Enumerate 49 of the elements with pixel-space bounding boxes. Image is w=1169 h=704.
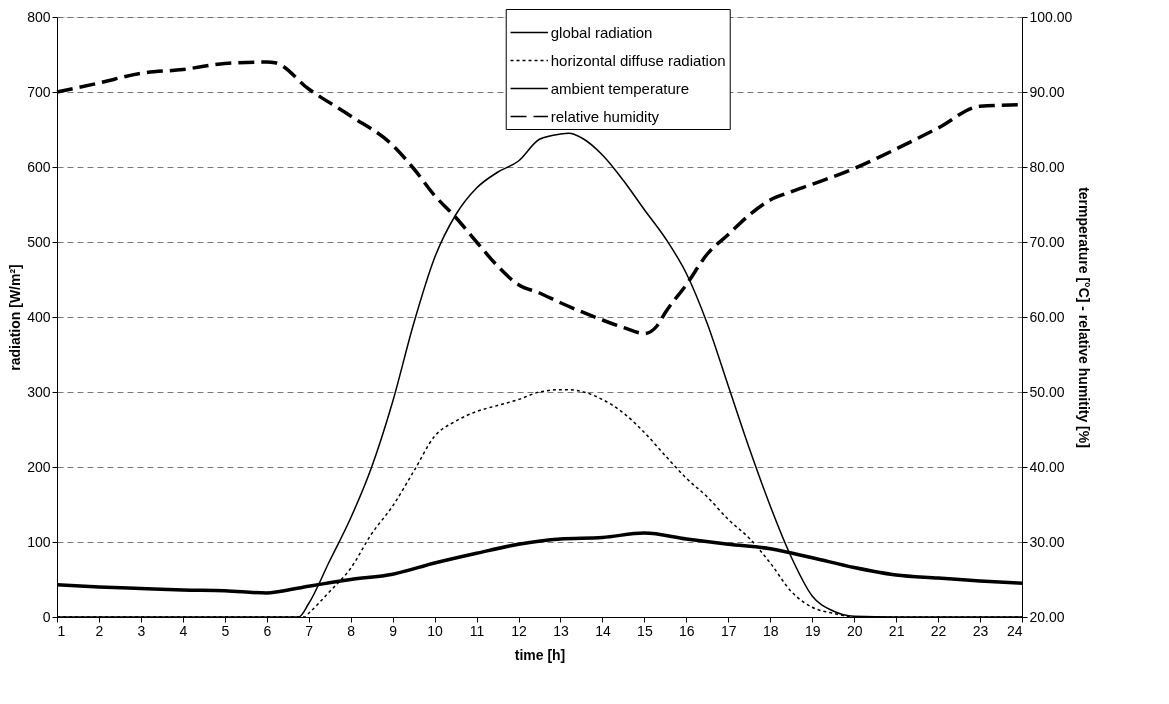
x-tick-label: 3 (137, 622, 146, 639)
x-tick-label: 14 (595, 622, 611, 639)
x-tick-label: 10 (427, 622, 444, 639)
x-tick-label: 16 (679, 622, 695, 639)
y2-tick-label: 70.00 (1029, 233, 1065, 250)
x-tick-label: 23 (972, 622, 989, 639)
x-tick-label: 22 (930, 622, 947, 639)
x-tick-label: 11 (469, 622, 485, 639)
legend-label: relative humidity (550, 107, 660, 125)
y-tick-label: 400 (27, 308, 51, 325)
y-tick-label: 500 (27, 233, 51, 250)
y-tick-label: 600 (27, 158, 51, 175)
x-tick-label: 18 (762, 622, 779, 639)
x-tick-label: 2 (95, 622, 104, 639)
x-tick-label: 6 (263, 622, 272, 639)
y2-tick-label: 80.00 (1029, 158, 1065, 175)
y2-tick-label: 20.00 (1029, 608, 1065, 625)
x-tick-label: 5 (221, 622, 230, 639)
y-tick-label: 100 (27, 533, 51, 550)
x-axis-title: time [h] (514, 646, 566, 663)
x-tick-label: 13 (553, 622, 569, 639)
y-tick-label: 300 (27, 383, 51, 400)
y2-tick-label: 40.00 (1029, 458, 1065, 475)
x-tick-label: 20 (846, 622, 863, 639)
x-tick-label: 21 (888, 622, 905, 639)
y-tick-label: 800 (27, 8, 51, 25)
x-tick-label: 9 (389, 622, 398, 639)
x-tick-label: 15 (637, 622, 653, 639)
y-tick-label: 0 (42, 608, 51, 625)
x-tick-label: 19 (804, 622, 821, 639)
y2-axis-title: termperature [°C] - relative humitity [%] (1076, 187, 1093, 448)
y-tick-label: 200 (27, 458, 51, 475)
y2-tick-label: 90.00 (1029, 83, 1065, 100)
x-tick-label: 1 (57, 622, 66, 639)
y2-tick-label: 60.00 (1029, 308, 1065, 325)
legend-label: global radiation (550, 23, 653, 41)
x-tick-label: 4 (179, 622, 188, 639)
x-tick-label: 24 (1006, 622, 1023, 639)
y2-tick-label: 30.00 (1029, 533, 1065, 550)
x-tick-label: 12 (511, 622, 528, 639)
y2-tick-label: 100.00 (1029, 8, 1073, 25)
y2-tick-label: 50.00 (1029, 383, 1065, 400)
x-tick-label: 8 (347, 622, 356, 639)
x-tick-label: 17 (721, 622, 737, 639)
legend-label: horizontal diffuse radiation (550, 51, 726, 69)
legend-label: ambient temperature (550, 79, 690, 97)
y-tick-label: 700 (27, 83, 51, 100)
y-axis-title: radiation [W/m²] (7, 264, 24, 371)
x-tick-label: 7 (305, 622, 314, 639)
